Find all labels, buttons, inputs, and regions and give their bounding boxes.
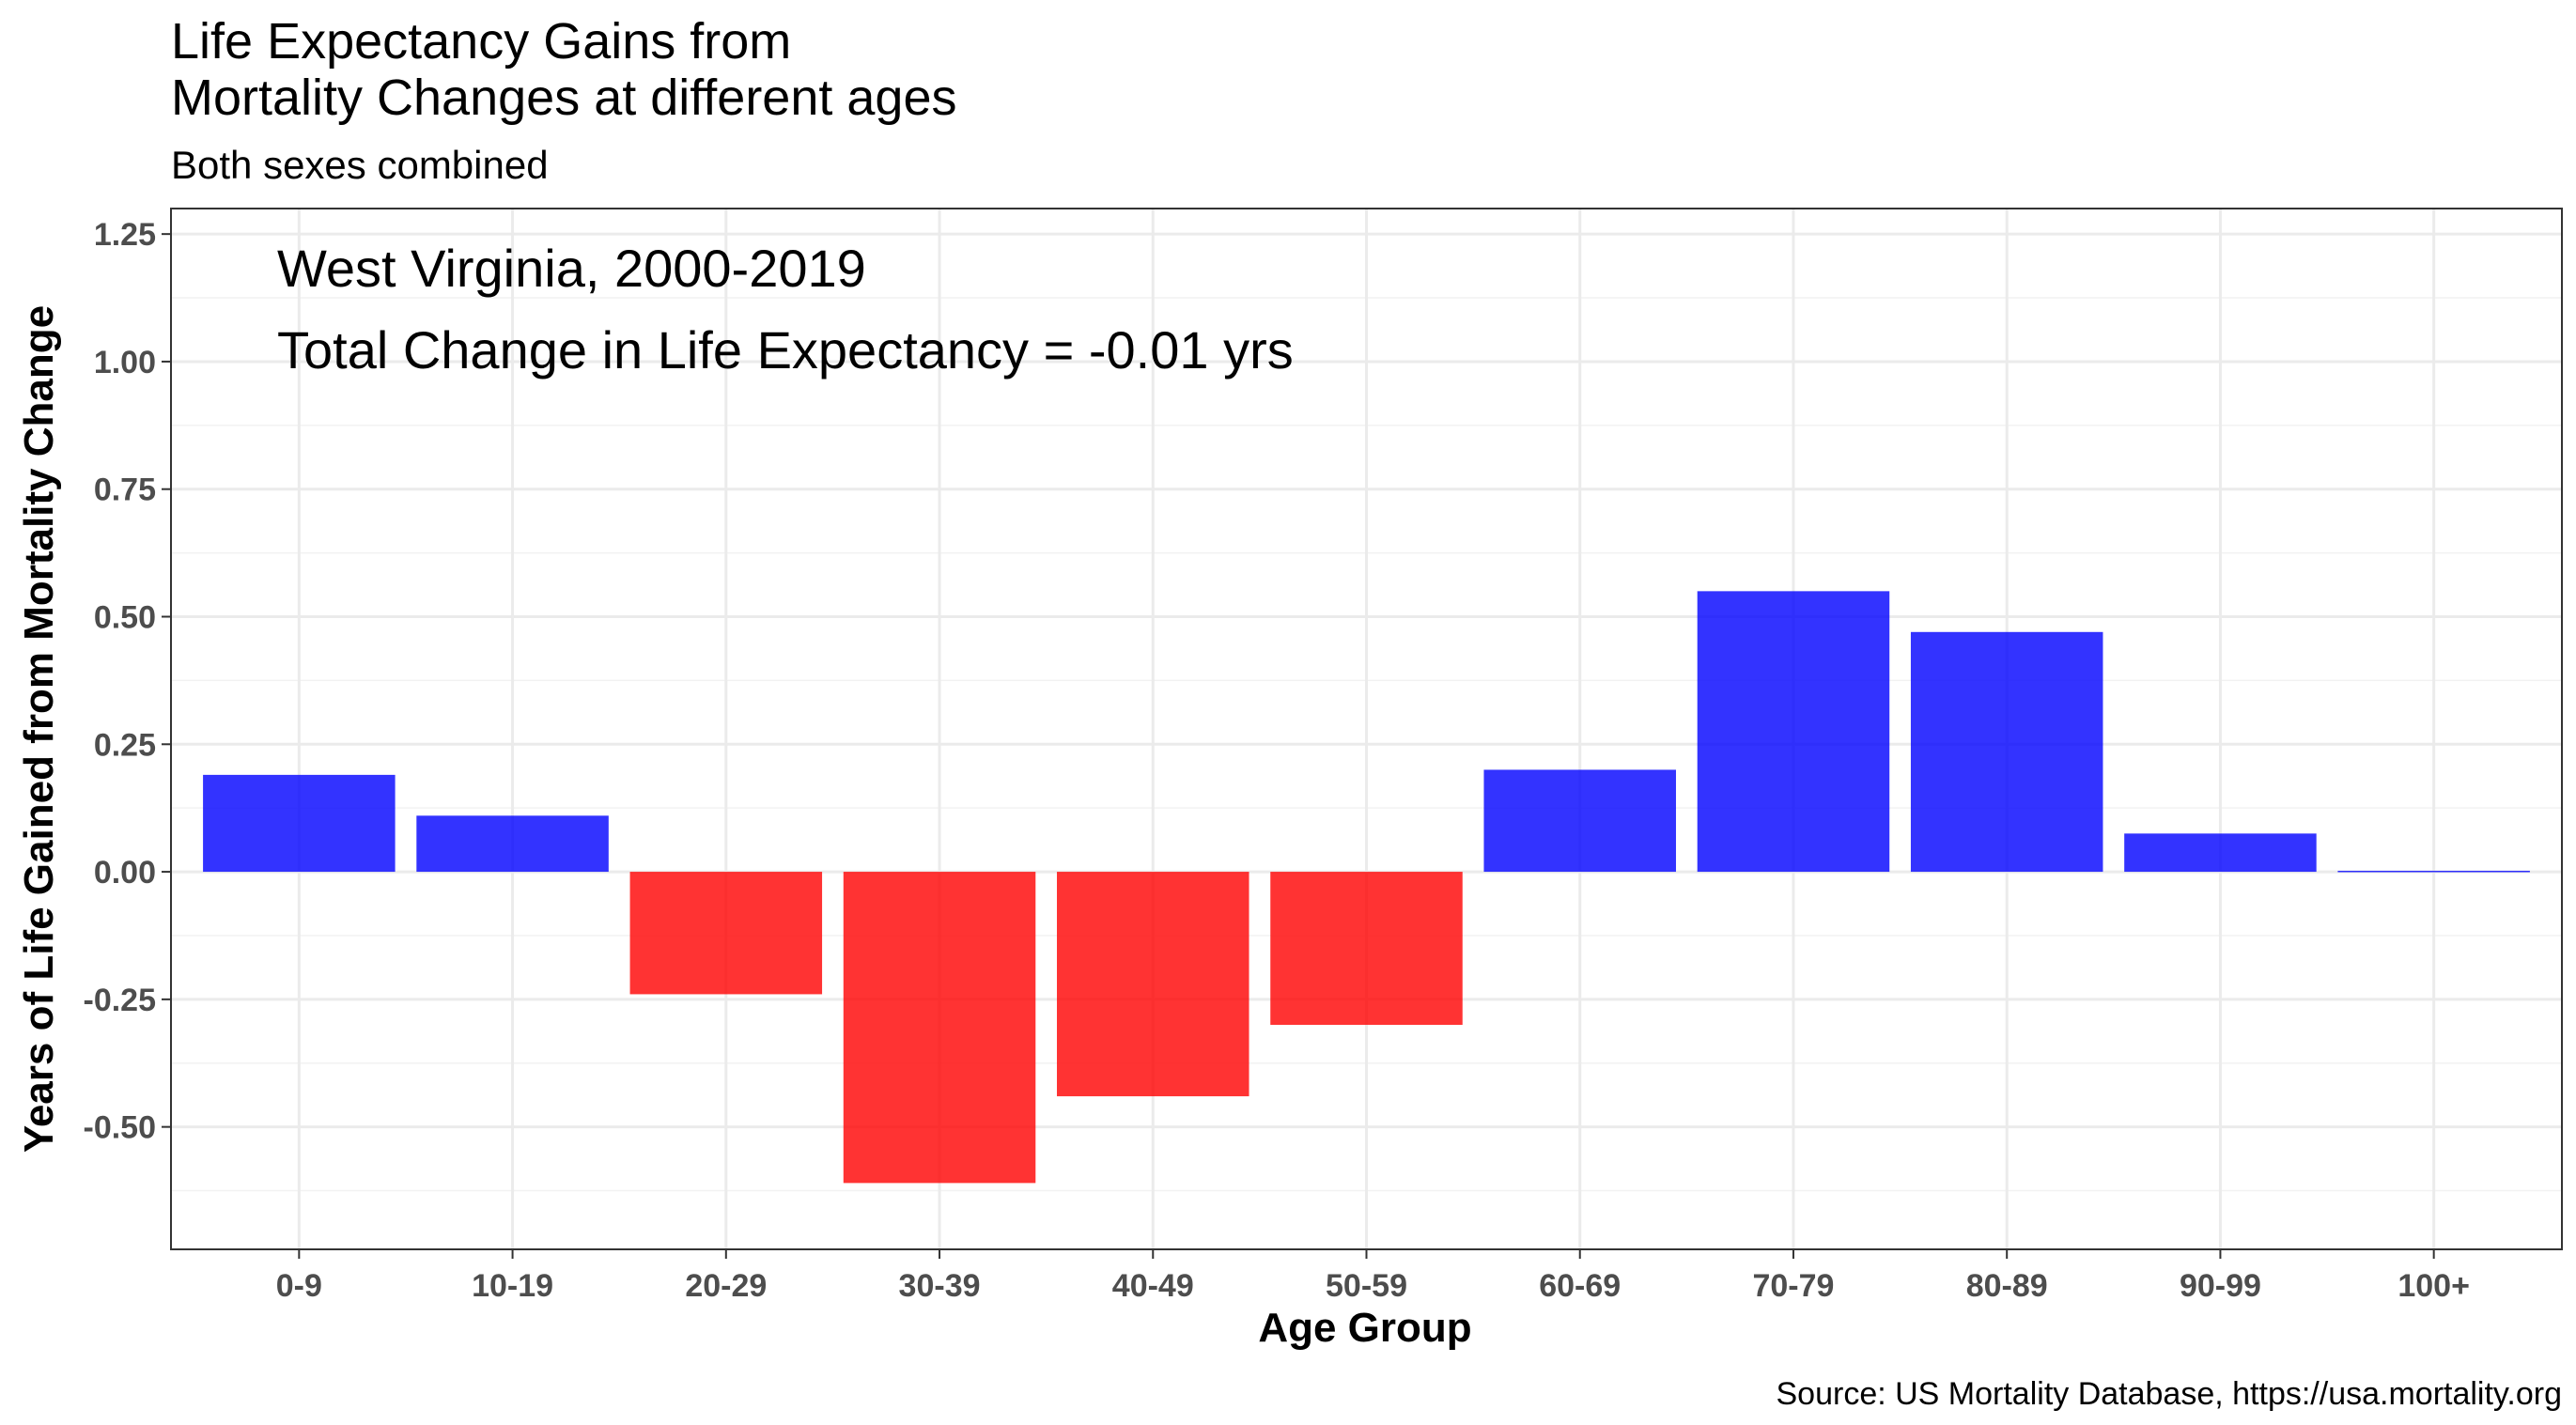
- bar-90-99: [2124, 833, 2317, 873]
- bar-0-9: [203, 774, 396, 873]
- y-axis-title: Years of Life Gained from Mortality Chan…: [16, 305, 62, 1153]
- chart-title-line-2: Mortality Changes at different ages: [171, 70, 956, 126]
- x-tick-label: 80-89: [1966, 1268, 2048, 1304]
- source-caption: Source: US Mortality Database, https://u…: [1777, 1376, 2563, 1412]
- chart-subtitle: Both sexes combined: [171, 143, 549, 187]
- x-tick-label: 0-9: [276, 1268, 322, 1304]
- bars: [203, 591, 2530, 1184]
- y-tick-label: 1.00: [94, 345, 156, 380]
- bar-10-19: [416, 815, 609, 873]
- bar-30-39: [843, 872, 1036, 1184]
- x-axis-title: Age Group: [1258, 1305, 1471, 1351]
- annotation-region: West Virginia, 2000-2019: [277, 239, 866, 298]
- y-tick-label: 0.75: [94, 472, 156, 508]
- y-tick-label: 0.25: [94, 727, 156, 763]
- y-tick-label: -0.25: [84, 983, 157, 1018]
- x-axis-ticks: 0-9 10-19 20-29 30-39 40-49 50-59 60-69 70-79 80…: [276, 1249, 2470, 1304]
- x-tick-label: 100+: [2398, 1268, 2470, 1304]
- x-tick-label: 30-39: [899, 1268, 981, 1304]
- x-tick-label: 10-19: [472, 1268, 553, 1304]
- bar-20-29: [629, 872, 823, 995]
- x-tick-label: 50-59: [1326, 1268, 1407, 1304]
- x-tick-label: 70-79: [1752, 1268, 1834, 1304]
- x-tick-label: 60-69: [1539, 1268, 1621, 1304]
- bar-80-89: [1910, 631, 2103, 873]
- bar-40-49: [1057, 872, 1249, 1097]
- y-tick-label: -0.50: [84, 1110, 157, 1146]
- bar-70-79: [1697, 591, 1890, 873]
- x-tick-label: 20-29: [685, 1268, 767, 1304]
- y-axis-ticks: 1.25 1.00 0.75 0.50 0.25 0.00 -0.25 -0.50: [84, 217, 171, 1146]
- y-tick-label: 1.25: [94, 217, 156, 253]
- bar-60-69: [1483, 769, 1676, 873]
- bar-100+: [2337, 870, 2530, 873]
- chart-title-line-1: Life Expectancy Gains from: [171, 13, 791, 70]
- bar-50-59: [1270, 872, 1463, 1026]
- y-tick-label: 0.50: [94, 600, 156, 636]
- x-tick-label: 90-99: [2180, 1268, 2261, 1304]
- annotation-total-change: Total Change in Life Expectancy = -0.01 …: [277, 320, 1294, 379]
- x-tick-label: 40-49: [1112, 1268, 1194, 1304]
- y-tick-label: 0.00: [94, 855, 156, 891]
